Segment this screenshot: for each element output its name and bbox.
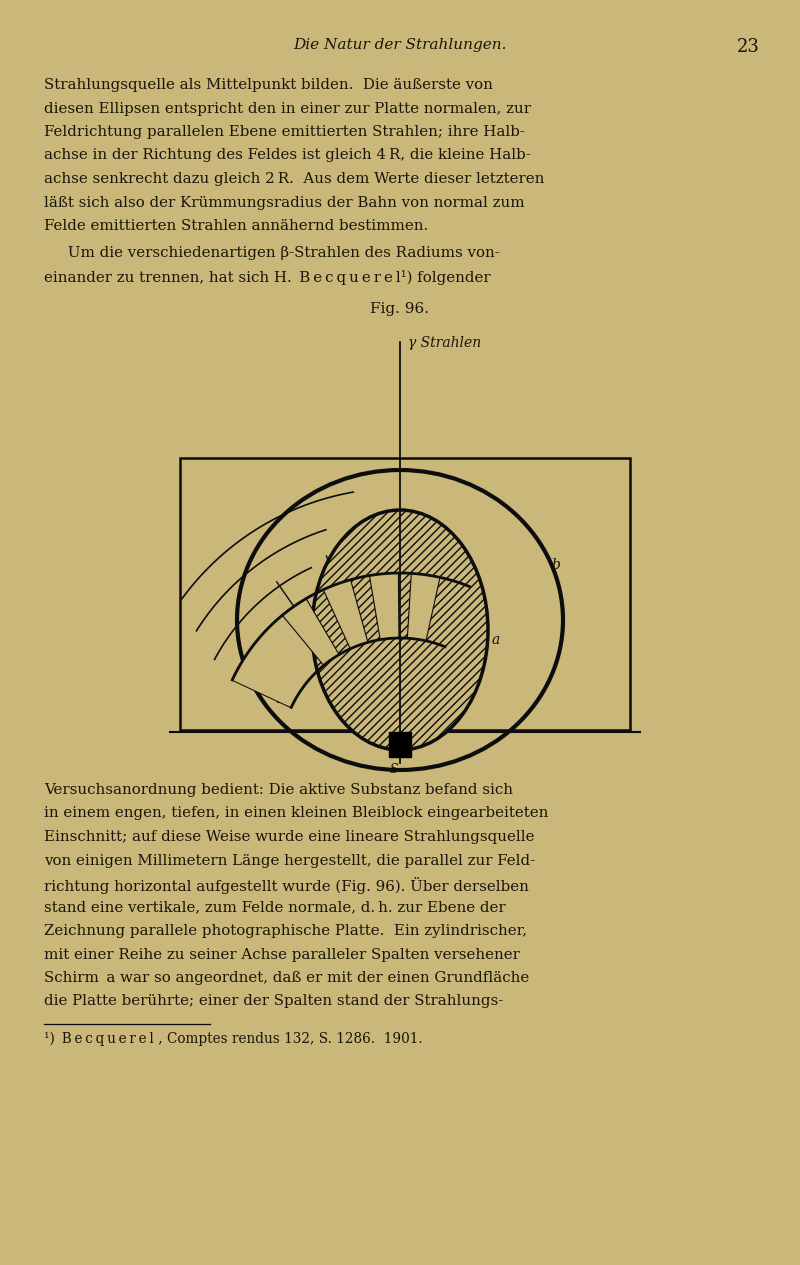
Polygon shape [350, 576, 380, 643]
Text: Felde emittierten Strahlen annähernd bestimmen.: Felde emittierten Strahlen annähernd bes… [44, 219, 428, 233]
Text: a: a [492, 632, 500, 646]
Text: B: B [276, 692, 286, 706]
Polygon shape [282, 598, 339, 665]
Text: 23: 23 [737, 38, 760, 56]
Polygon shape [232, 615, 324, 707]
Polygon shape [323, 579, 368, 649]
Text: Zeichnung parallele photographische Platte.  Ein zylindrischer,: Zeichnung parallele photographische Plat… [44, 923, 527, 939]
Text: die Platte berührte; einer der Spalten stand der Strahlungs-: die Platte berührte; einer der Spalten s… [44, 994, 503, 1008]
Text: Versuchsanordnung bedient: Die aktive Substanz befand sich: Versuchsanordnung bedient: Die aktive Su… [44, 783, 513, 797]
Bar [180, 458, 630, 730]
Polygon shape [306, 589, 350, 654]
Text: Die Natur der Strahlungen.: Die Natur der Strahlungen. [294, 38, 506, 52]
Text: b: b [551, 558, 560, 572]
Polygon shape [426, 577, 470, 646]
Bar [389, 732, 411, 756]
Text: läßt sich also der Krümmungsradius der Bahn von normal zum: läßt sich also der Krümmungsradius der B… [44, 196, 525, 210]
Text: mit einer Reihe zu seiner Achse paralleler Spalten versehener: mit einer Reihe zu seiner Achse parallel… [44, 947, 520, 961]
Text: richtung horizontal aufgestellt wurde (Fig. 96). Über derselben: richtung horizontal aufgestellt wurde (F… [44, 877, 529, 894]
Text: Einschnitt; auf diese Weise wurde eine lineare Strahlungsquelle: Einschnitt; auf diese Weise wurde eine l… [44, 830, 534, 844]
Text: ¹) B e c q u e r e l , Comptes rendus 132, S. 1286.  1901.: ¹) B e c q u e r e l , Comptes rendus 13… [44, 1032, 422, 1046]
Text: S—: S— [390, 763, 410, 775]
Text: Um die verschiedenartigen β-Strahlen des Radiums von-: Um die verschiedenartigen β-Strahlen des… [44, 247, 500, 261]
Text: γ Strahlen: γ Strahlen [408, 335, 481, 349]
Text: einander zu trennen, hat sich H. B e c q u e r e l¹) folgender: einander zu trennen, hat sich H. B e c q… [44, 269, 490, 285]
Polygon shape [407, 573, 440, 641]
Text: diesen Ellipsen entspricht den in einer zur Platte normalen, zur: diesen Ellipsen entspricht den in einer … [44, 101, 531, 115]
Text: Strahlungsquelle als Mittelpunkt bilden.  Die äußerste von: Strahlungsquelle als Mittelpunkt bilden.… [44, 78, 493, 92]
Text: von einigen Millimetern Länge hergestellt, die parallel zur Feld-: von einigen Millimetern Länge hergestell… [44, 854, 535, 868]
Polygon shape [398, 573, 411, 639]
Polygon shape [232, 573, 470, 707]
Text: in einem engen, tiefen, in einen kleinen Bleiblock eingearbeiteten: in einem engen, tiefen, in einen kleinen… [44, 807, 548, 821]
Text: Schirm a war so angeordnet, daß er mit der einen Grundfläche: Schirm a war so angeordnet, daß er mit d… [44, 972, 530, 985]
Text: Feldrichtung parallelen Ebene emittierten Strahlen; ihre Halb-: Feldrichtung parallelen Ebene emittierte… [44, 125, 525, 139]
Text: achse in der Richtung des Feldes ist gleich 4 R, die kleine Halb-: achse in der Richtung des Feldes ist gle… [44, 148, 530, 162]
Text: stand eine vertikale, zum Felde normale, d. h. zur Ebene der: stand eine vertikale, zum Felde normale,… [44, 901, 506, 915]
Polygon shape [370, 573, 399, 640]
Text: Fig. 96.: Fig. 96. [370, 301, 430, 315]
Text: achse senkrecht dazu gleich 2 R.  Aus dem Werte dieser letzteren: achse senkrecht dazu gleich 2 R. Aus dem… [44, 172, 544, 186]
Ellipse shape [312, 510, 488, 750]
Text: A: A [334, 650, 344, 664]
